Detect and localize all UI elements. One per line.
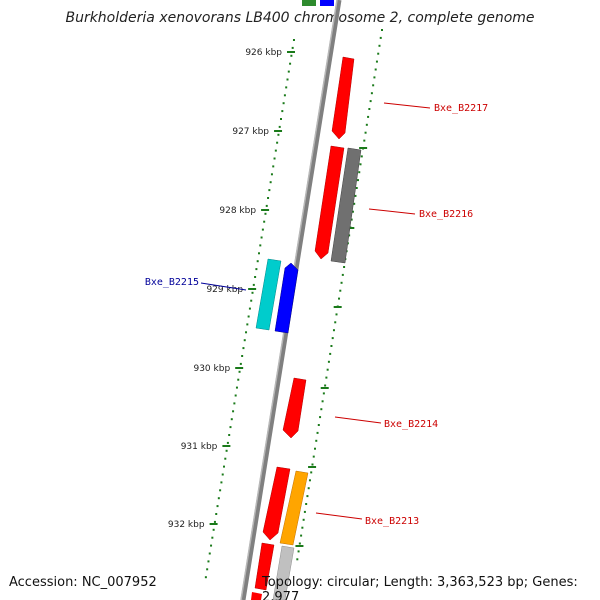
topology-text: Topology: circular; Length: 3,363,523 bp… xyxy=(262,575,578,600)
gene-arrow-green xyxy=(302,0,316,6)
gene-arrow-blue-top xyxy=(320,0,334,6)
kbp-ruler: 926 kbp 927 kbp 928 kbp 929 kbp 930 kbp 931 k… xyxy=(168,48,295,530)
ruler-tick-label: 927 kbp xyxy=(232,127,269,137)
map-title: Burkholderia xenovorans LB400 chromosome… xyxy=(65,10,535,26)
gene-label-layer: Bxe_B2217 Bxe_B2216 Bxe_B2215 Bxe_B2214 Bxe_… xyxy=(145,102,488,527)
map-footer: Accession: NC_007952 Topology: circular;… xyxy=(0,571,600,600)
gene-arrow-bxe-b2213 xyxy=(262,466,291,541)
ruler-tick-label: 931 kbp xyxy=(181,442,218,452)
gene-arrow-gray-1 xyxy=(330,147,362,264)
outer-tick-track xyxy=(295,29,383,561)
gene-label-bxe-b2213[interactable]: Bxe_B2213 xyxy=(365,516,419,527)
gene-arrow-red-lower xyxy=(254,542,275,591)
gene-leader-line xyxy=(368,208,416,215)
gene-label-bxe-b2214[interactable]: Bxe_B2214 xyxy=(384,419,438,430)
gene-arrow-orange xyxy=(279,470,309,546)
gene-arrow-lightgray xyxy=(272,545,295,600)
gene-label-bxe-b2215[interactable]: Bxe_B2215 xyxy=(145,277,199,288)
gene-label-bxe-b2217[interactable]: Bxe_B2217 xyxy=(434,103,488,114)
ruler-tick-label: 932 kbp xyxy=(168,520,205,530)
gene-arrow-cyan xyxy=(255,258,282,331)
accession-text: Accession: NC_007952 xyxy=(9,575,157,590)
gene-arrow-bxe-b2216 xyxy=(314,145,345,260)
ruler-tick-label: 926 kbp xyxy=(245,48,282,58)
gene-leader-line xyxy=(315,512,363,520)
gene-leader-line xyxy=(383,102,431,109)
gene-label-bxe-b2216[interactable]: Bxe_B2216 xyxy=(419,209,473,220)
gene-arrow-bxe-b2217 xyxy=(331,56,355,140)
ruler-tick-label: 928 kbp xyxy=(219,206,256,216)
ruler-tick-label: 930 kbp xyxy=(193,364,230,374)
gene-arrow-bxe-b2214 xyxy=(282,377,307,439)
gene-leader-line xyxy=(200,282,247,291)
gene-arrow-bxe-b2215 xyxy=(274,262,299,334)
gene-arrow-red-bottom xyxy=(251,592,262,600)
gene-leader-line xyxy=(334,416,382,424)
ruler-tick-label: 929 kbp xyxy=(206,285,243,295)
inner-tick-track xyxy=(204,39,295,579)
